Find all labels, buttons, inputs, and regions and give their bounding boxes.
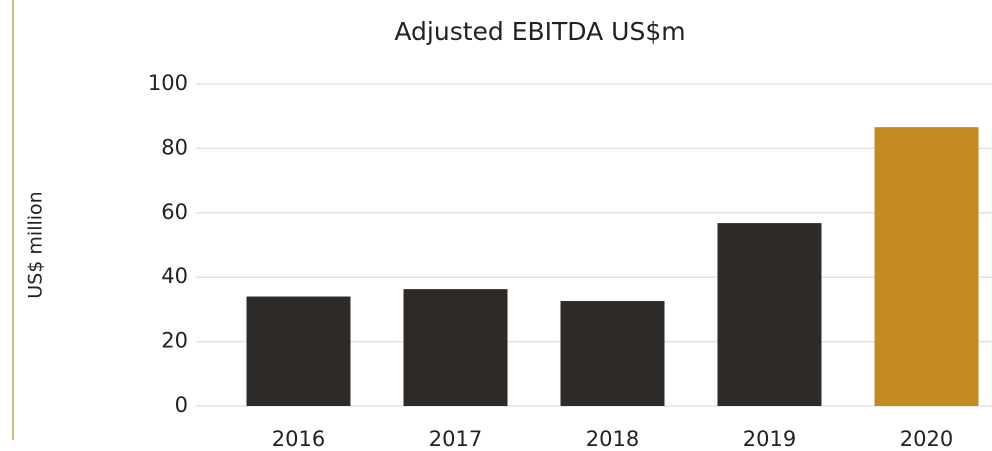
x-tick-label: 2020 bbox=[900, 427, 953, 451]
y-axis-label: US$ million bbox=[25, 191, 47, 298]
x-tick-label: 2018 bbox=[586, 427, 639, 451]
y-tick-label: 40 bbox=[161, 264, 188, 288]
y-tick-label: 100 bbox=[148, 71, 188, 95]
x-tick-label: 2017 bbox=[429, 427, 482, 451]
bar bbox=[403, 289, 508, 406]
y-tick-label: 80 bbox=[161, 135, 188, 159]
y-tick-label: 60 bbox=[161, 200, 188, 224]
bar bbox=[246, 296, 351, 406]
bar bbox=[560, 301, 665, 406]
x-tick-label: 2019 bbox=[743, 427, 796, 451]
y-tick-label: 20 bbox=[161, 329, 188, 353]
chart-title: Adjusted EBITDA US$m bbox=[394, 17, 685, 46]
x-tick-label: 2016 bbox=[272, 427, 325, 451]
bar bbox=[874, 127, 979, 406]
y-tick-label: 0 bbox=[175, 393, 188, 417]
bar bbox=[717, 223, 822, 406]
